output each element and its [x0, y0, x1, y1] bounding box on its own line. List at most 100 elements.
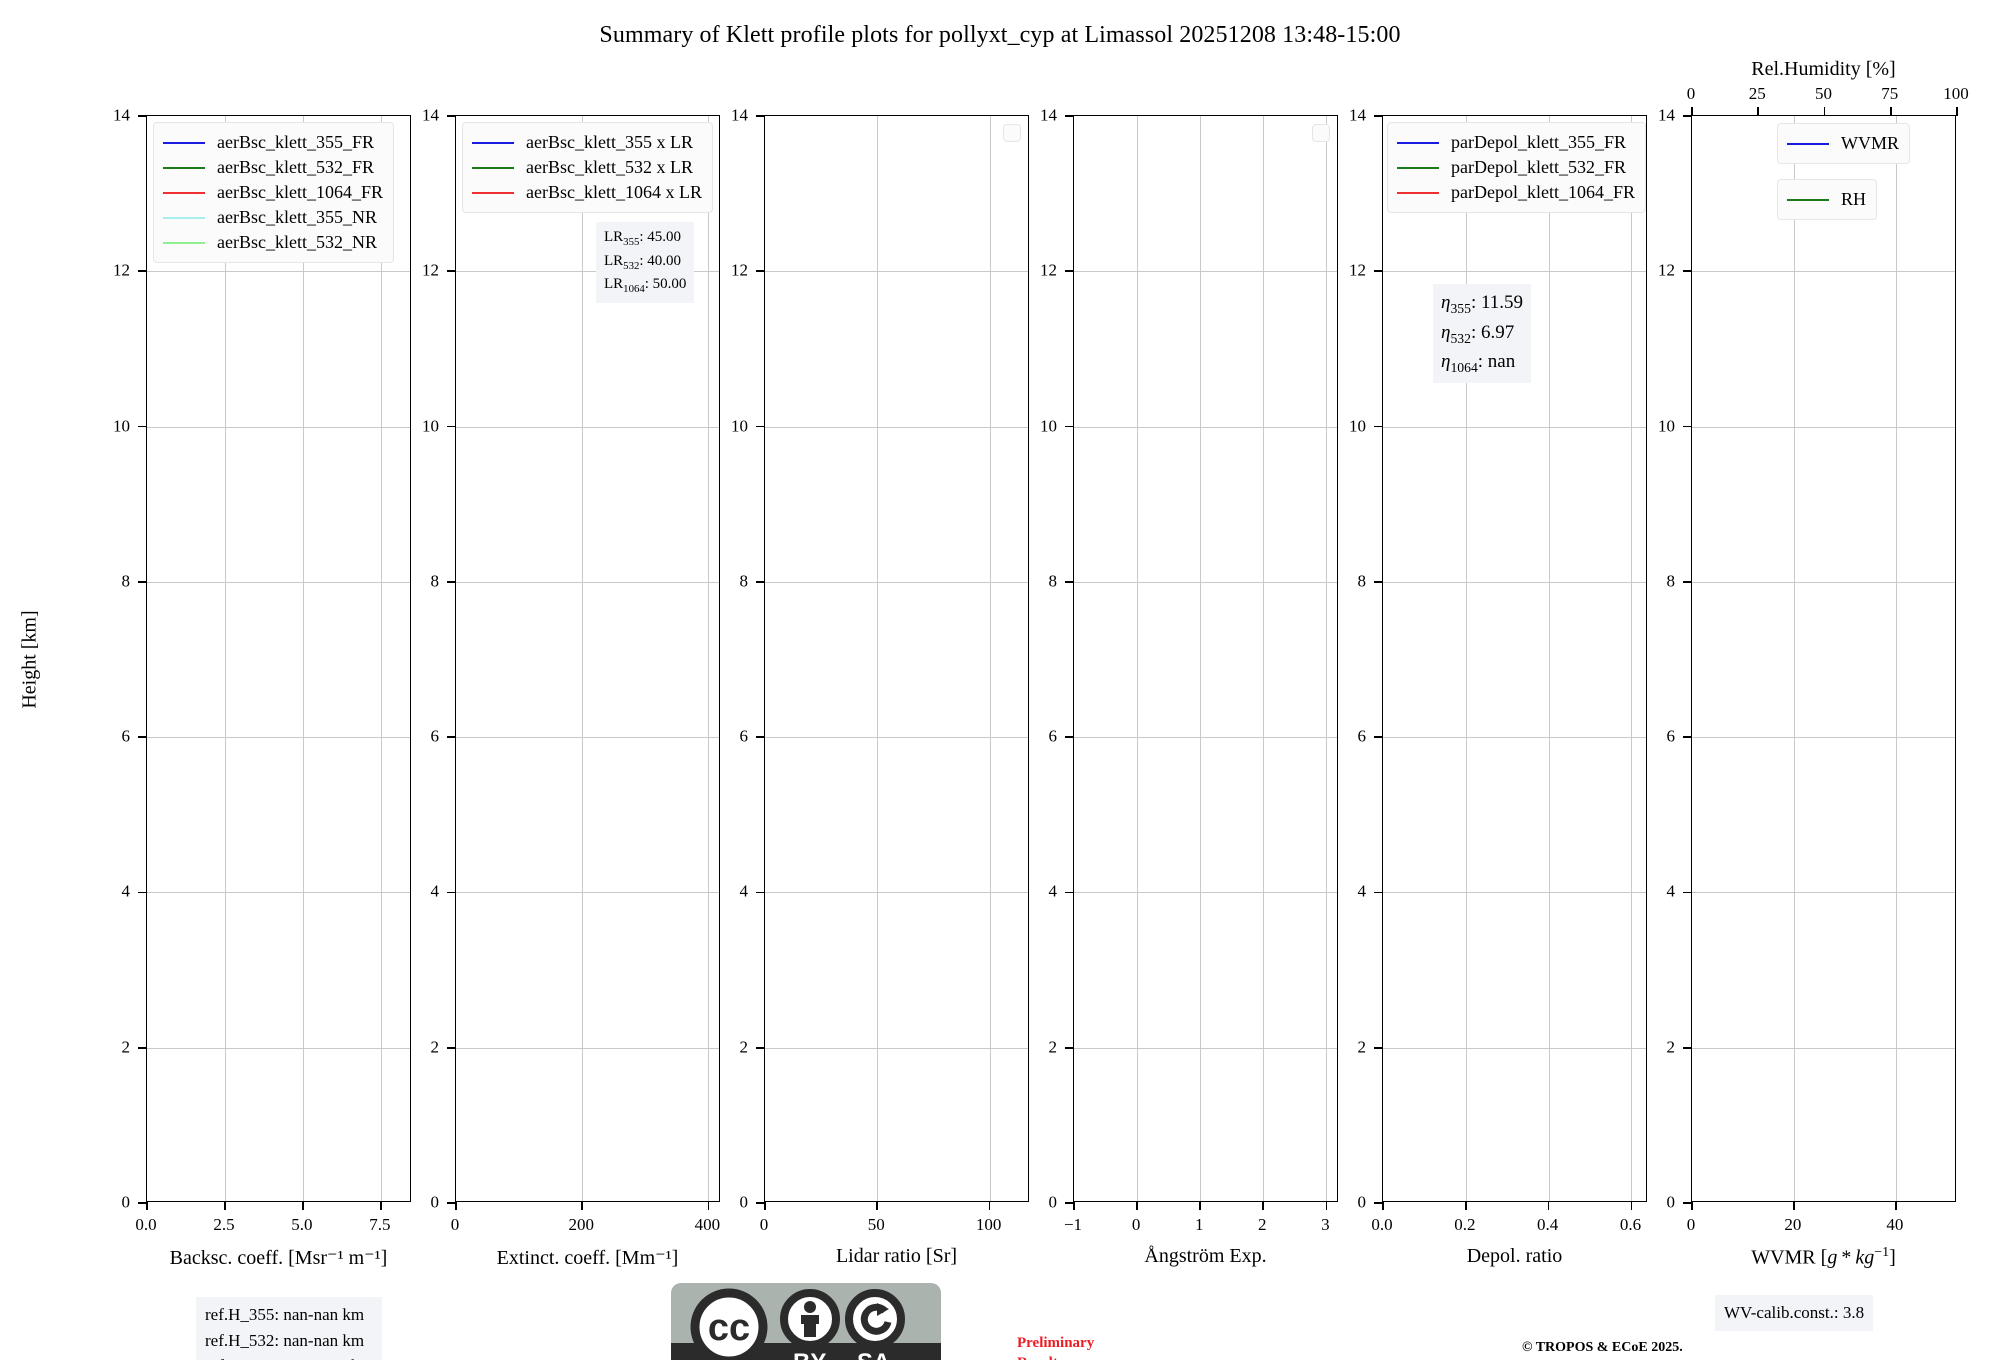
- y-tick-label: 0: [430, 1192, 440, 1212]
- plot-area-lidar-ratio[interactable]: [756, 115, 1029, 1210]
- y-tick: [1065, 891, 1074, 894]
- y-tick: [1065, 115, 1074, 117]
- x-tick-label: 50: [867, 1215, 885, 1234]
- legend-item[interactable]: aerBsc_klett_355_NR: [163, 205, 383, 230]
- gridline-horizontal: [456, 271, 719, 273]
- gridline-horizontal: [765, 581, 1028, 583]
- y-tick-label: 0: [1666, 1192, 1676, 1212]
- x-tick-label: 0: [1131, 1215, 1141, 1234]
- gridline-horizontal: [765, 892, 1028, 894]
- x-tick-label: 0.2: [1454, 1215, 1476, 1234]
- gridline-vertical: [224, 116, 226, 1201]
- y-tick: [447, 736, 456, 738]
- y-tick: [756, 736, 765, 738]
- legend-empty-lidar-ratio[interactable]: [1003, 124, 1021, 142]
- legend-label: RH: [1841, 189, 1867, 209]
- legend-item[interactable]: aerBsc_klett_355 x LR: [472, 130, 702, 155]
- legend-item[interactable]: parDepol_klett_1064_FR: [1397, 180, 1635, 205]
- y-tick-label: 14: [1658, 105, 1675, 125]
- x-tick-label: 0.0: [135, 1215, 157, 1234]
- y-tick: [447, 115, 456, 117]
- y-tick-label: 12: [113, 260, 130, 280]
- gridline-vertical: [380, 116, 382, 1201]
- x-tick-label: 0.4: [1537, 1215, 1559, 1234]
- legend-item[interactable]: aerBsc_klett_1064 x LR: [472, 180, 702, 205]
- legend-rh[interactable]: RH: [1777, 179, 1878, 220]
- y-tick: [138, 270, 147, 273]
- gridline-vertical: [1548, 116, 1550, 1201]
- preliminary-line-2: Results.: [1017, 1353, 1094, 1360]
- ref-height-355: ref.H_355: nan-nan km: [205, 1305, 365, 1324]
- legend-item[interactable]: aerBsc_klett_532 x LR: [472, 155, 702, 180]
- y-tick-label: 8: [121, 571, 131, 591]
- legend-line-swatch: [163, 216, 205, 219]
- y-tick-label: 8: [430, 571, 440, 591]
- y-axis-label: Height [km]: [18, 610, 41, 709]
- y-tick: [1683, 736, 1692, 738]
- legend-extinction[interactable]: aerBsc_klett_355 x LR aerBsc_klett_532 x …: [462, 122, 713, 213]
- y-tick-label: 4: [1666, 881, 1676, 901]
- x-tick-label: 5.0: [291, 1215, 313, 1234]
- panel-depolarization-ratio: parDepol_klett_355_FR parDepol_klett_532_…: [1374, 115, 1647, 1210]
- legend-label: aerBsc_klett_532_NR: [217, 232, 377, 252]
- gridline-horizontal: [147, 1047, 410, 1049]
- y-tick: [447, 581, 456, 583]
- legend-wvmr[interactable]: WVMR: [1777, 123, 1910, 164]
- svg-text:cc: cc: [708, 1307, 750, 1349]
- legend-item[interactable]: parDepol_klett_355_FR: [1397, 130, 1635, 155]
- y-tick-label: 10: [1658, 416, 1675, 436]
- annotation-line: η532: 6.97: [1441, 321, 1515, 346]
- legend-item[interactable]: parDepol_klett_532_FR: [1397, 155, 1635, 180]
- gridline-horizontal: [1074, 737, 1337, 739]
- legend-item[interactable]: aerBsc_klett_532_FR: [163, 155, 383, 180]
- gridline-vertical: [877, 116, 879, 1201]
- panel-angstrom-exponent: [1065, 115, 1338, 1210]
- preliminary-results-note: Preliminary Results.: [1017, 1333, 1094, 1360]
- plot-area-backscatter[interactable]: aerBsc_klett_355_FR aerBsc_klett_532_FR ae…: [138, 115, 411, 1210]
- top-tick-label: 25: [1748, 84, 1766, 103]
- y-tick-label: 0: [1048, 1192, 1058, 1212]
- legend-empty-angstrom-exponent[interactable]: [1312, 124, 1330, 142]
- top-tick-label: 50: [1815, 84, 1832, 103]
- gridline-horizontal: [1074, 581, 1337, 583]
- ref-height-532: ref.H_532: nan-nan km: [205, 1330, 365, 1350]
- gridline-horizontal: [147, 737, 410, 739]
- top-tick: [1691, 107, 1693, 116]
- legend-item[interactable]: aerBsc_klett_532_NR: [163, 230, 383, 255]
- legend-line-swatch: [163, 166, 205, 169]
- ref-height-1064: ref.H_1064: nan-nan km: [205, 1353, 373, 1360]
- y-tick: [1065, 1202, 1074, 1204]
- x-tick-label: 0.0: [1371, 1215, 1393, 1234]
- plot-area-water-vapour[interactable]: WVMR RH: [1683, 107, 1958, 1210]
- annotation-depolarization-ratio: η355: 11.59 η532: 6.97 η1064: nan: [1433, 284, 1532, 383]
- y-tick-label: 2: [121, 1037, 131, 1057]
- legend-backscatter[interactable]: aerBsc_klett_355_FR aerBsc_klett_532_FR ae…: [153, 122, 394, 263]
- gridline-horizontal: [765, 426, 1028, 428]
- x-tick-label: 2: [1258, 1215, 1267, 1234]
- legend-line-swatch: [1397, 191, 1439, 194]
- y-tick-label: 4: [1357, 881, 1367, 901]
- legend-item[interactable]: aerBsc_klett_1064_FR: [163, 180, 383, 205]
- cc-license-badge[interactable]: cc BY SA: [671, 1283, 941, 1360]
- y-tick: [447, 891, 456, 894]
- x-tick: [764, 1201, 766, 1210]
- legend-depolarization-ratio[interactable]: parDepol_klett_355_FR parDepol_klett_532_…: [1387, 122, 1646, 213]
- legend-item[interactable]: RH: [1787, 187, 1866, 212]
- annotation-line: LR355: 45.00: [604, 229, 682, 248]
- gridline-horizontal: [456, 737, 719, 739]
- x-tick-label: 200: [568, 1215, 594, 1234]
- plot-area-depolarization-ratio[interactable]: parDepol_klett_355_FR parDepol_klett_532_…: [1374, 115, 1647, 1210]
- legend-item[interactable]: WVMR: [1787, 131, 1899, 156]
- y-tick: [138, 1202, 147, 1204]
- reference-height-note: ref.H_355: nan-nan km ref.H_532: nan-nan…: [196, 1297, 382, 1360]
- plot-area-angstrom-exponent[interactable]: [1065, 115, 1338, 1210]
- plot-area-extinction[interactable]: aerBsc_klett_355 x LR aerBsc_klett_532 x …: [447, 115, 720, 1210]
- x-tick: [1465, 1201, 1467, 1210]
- legend-line-swatch: [1397, 166, 1439, 169]
- legend-item[interactable]: aerBsc_klett_355_FR: [163, 130, 383, 155]
- copyright-line-2: CC BY SA 4.0 License.: [1522, 1358, 1683, 1360]
- copyright-note: © TROPOS & ECoE 2025. CC BY SA 4.0 Licen…: [1522, 1339, 1683, 1360]
- y-tick: [1683, 1202, 1692, 1204]
- y-tick-label: 10: [731, 416, 748, 436]
- y-tick-label: 14: [1349, 105, 1366, 125]
